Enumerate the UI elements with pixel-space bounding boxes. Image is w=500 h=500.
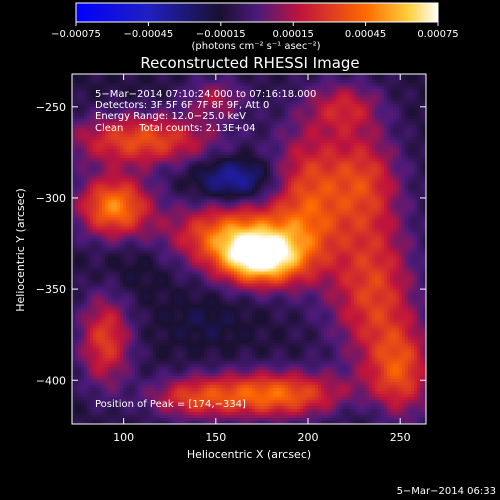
y-axis-label: Heliocentric Y (arcsec) [14, 188, 27, 312]
x-axis-label: Heliocentric X (arcsec) [187, 448, 311, 461]
footer-timestamp: 5−Mar−2014 06:33 [397, 486, 496, 497]
chart-title: Reconstructed RHESSI Image [140, 54, 359, 72]
plot-frame [71, 73, 427, 425]
colorbar-tick-label: 0.00015 [273, 29, 314, 40]
colorbar-tick-label: 0.00045 [345, 29, 386, 40]
colorbar-tick-label: −0.00045 [124, 29, 174, 40]
y-tick-label: −350 [36, 283, 66, 296]
colorbar [75, 2, 439, 23]
x-tick-label: 250 [390, 431, 411, 444]
x-tick-label: 200 [298, 431, 319, 444]
y-tick-label: −300 [36, 192, 66, 205]
y-axis: −250 −300 −350 −400 [36, 101, 426, 387]
peak-position-label: Position of Peak = [174,−334] [95, 399, 246, 410]
annotation-detectors: Detectors: 3F 5F 6F 7F 8F 9F, Att 0 [95, 100, 269, 111]
y-tick-label: −250 [36, 101, 66, 114]
x-tick-label: 150 [205, 431, 226, 444]
annotation-clean-counts: Clean Total counts: 2.13E+04 [95, 123, 255, 134]
x-axis: 100 150 200 250 [113, 74, 411, 444]
image-plot [71, 73, 427, 425]
colorbar-tick-label: −0.00075 [51, 29, 101, 40]
colorbar-tick-label: 0.00075 [417, 29, 458, 40]
x-tick-label: 100 [113, 431, 134, 444]
annotation-time-range: 5−Mar−2014 07:10:24.000 to 07:16:18.000 [95, 89, 316, 100]
colorbar-unit-label: (photons cm⁻² s⁻¹ asec⁻²) [191, 41, 320, 52]
heatmap-image [72, 74, 426, 424]
colorbar-ticks: −0.00075 −0.00045 −0.00015 0.00015 0.00045 0.… [51, 22, 459, 40]
annotation-energy-range: Energy Range: 12.0−25.0 keV [95, 111, 246, 122]
colorbar-tick-label: −0.00015 [196, 29, 246, 40]
y-tick-label: −400 [36, 374, 66, 387]
